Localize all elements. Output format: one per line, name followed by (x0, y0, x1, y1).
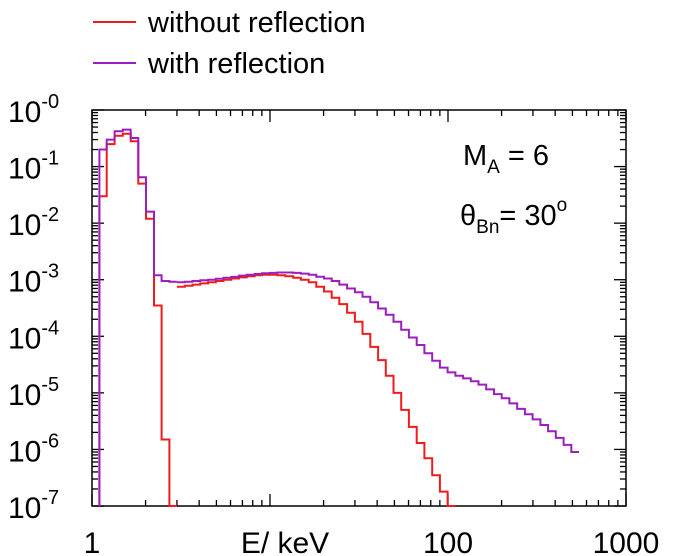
y-tick-label-3: 10-3 (8, 261, 59, 299)
svg-text:θBn= 30o: θBn= 30o (460, 195, 567, 238)
y-tick-label-base: 10 (8, 379, 41, 412)
y-tick-label-base: 10 (8, 209, 41, 242)
mach-value: = 6 (500, 140, 549, 172)
y-tick-label-1: 10-1 (8, 148, 59, 186)
y-tick-label-base: 10 (8, 153, 41, 186)
y-tick-label-base: 10 (8, 266, 41, 299)
x-axis-label: E/ keV (241, 527, 329, 556)
y-tick-label-exponent: -3 (41, 261, 59, 283)
theta-sup: o (557, 195, 568, 216)
y-tick-label-base: 10 (8, 322, 41, 355)
series-line-with-reflection-tail (177, 273, 579, 453)
y-tick-label-base: 10 (8, 492, 41, 525)
y-tick-label-exponent: -7 (41, 487, 59, 509)
svg-text:MA = 6: MA = 6 (463, 140, 549, 178)
y-tick-label-7: 10-7 (8, 487, 59, 525)
series-line-without-reflection-tail (177, 275, 456, 506)
annotation-theta: θBn= 30o (460, 195, 567, 238)
legend-label-with-reflection: with reflection (147, 48, 325, 80)
annotation-mach: MA = 6 (463, 140, 549, 178)
y-tick-label-exponent: -1 (41, 148, 59, 170)
y-tick-label-exponent: -2 (41, 204, 59, 226)
x-tick-label-2: 1000 (593, 527, 660, 556)
y-tick-label-base: 10 (8, 435, 41, 468)
series-line-with-reflection (99, 130, 176, 506)
y-tick-label-exponent: -4 (41, 317, 59, 339)
y-tick-label-exponent: -0 (41, 91, 59, 113)
theta-main: θ (460, 200, 476, 232)
legend-label-without-reflection: without reflection (147, 7, 366, 39)
y-tick-label-5: 10-5 (8, 374, 59, 412)
series-line-without-reflection (99, 134, 176, 506)
y-tick-label-exponent: -6 (41, 430, 59, 452)
y-tick-label-exponent: -5 (41, 374, 59, 396)
y-tick-label-2: 10-2 (8, 204, 59, 242)
mach-sub: A (487, 157, 500, 178)
y-tick-label-base: 10 (8, 96, 41, 129)
legend: without reflection with reflection (93, 7, 366, 80)
theta-sub: Bn (476, 217, 499, 238)
mach-main: M (463, 140, 487, 172)
x-tick-label-0: 1 (84, 527, 101, 556)
x-tick-label-1: 100 (423, 527, 473, 556)
y-axis-tick-labels: 10-010-110-210-310-410-510-610-7 (8, 91, 59, 525)
series-layer (99, 130, 579, 506)
y-tick-label-4: 10-4 (8, 317, 59, 355)
y-tick-label-6: 10-6 (8, 430, 59, 468)
theta-value: = 30 (499, 200, 556, 232)
y-tick-label-0: 10-0 (8, 91, 59, 129)
x-axis-tick-labels: 1 100 1000 (84, 527, 660, 556)
